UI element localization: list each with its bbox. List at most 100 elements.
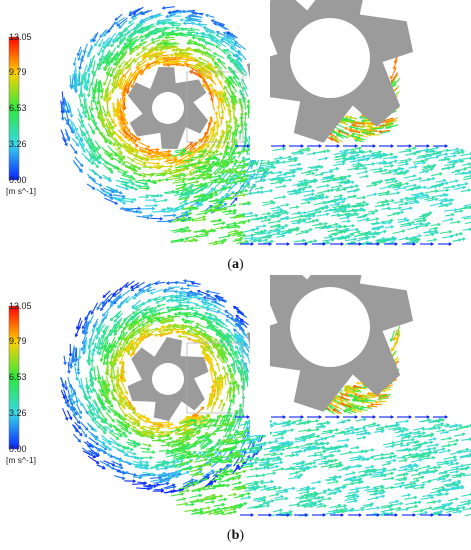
vector-head <box>158 424 162 429</box>
vector-head <box>204 431 209 436</box>
velocity-vector <box>102 174 111 180</box>
vector-head <box>325 195 330 199</box>
velocity-vector <box>227 230 238 234</box>
vector-head <box>447 157 451 162</box>
vector-head <box>198 56 202 61</box>
colorbar-tick-max: 13.05 <box>9 32 32 42</box>
vector-head <box>190 189 194 193</box>
vector-head <box>279 170 283 175</box>
vector-head <box>435 230 440 235</box>
velocity-vector <box>405 240 417 244</box>
vector-head <box>106 40 110 45</box>
vector-head <box>226 178 231 182</box>
velocity-vector <box>351 134 361 139</box>
velocity-vector <box>108 122 115 135</box>
velocity-vector <box>73 57 77 66</box>
vector-head <box>160 38 165 43</box>
velocity-vector <box>194 334 204 342</box>
velocity-vector <box>314 225 327 229</box>
velocity-vector <box>393 58 398 70</box>
vector-head <box>133 197 137 202</box>
vector-head <box>101 118 106 123</box>
velocity-vector <box>141 172 153 177</box>
velocity-vector <box>419 215 428 218</box>
vector-head <box>359 163 363 167</box>
velocity-vector <box>279 156 292 160</box>
velocity-vector <box>426 152 439 156</box>
velocity-vector <box>198 57 210 64</box>
velocity-vector <box>339 149 349 153</box>
velocity-vector <box>378 161 387 165</box>
vector-head <box>403 217 408 221</box>
velocity-vector <box>325 200 337 203</box>
velocity-vector <box>421 213 431 217</box>
vector-head <box>234 159 239 163</box>
vector-head <box>206 144 210 148</box>
velocity-vector <box>233 215 245 219</box>
vector-head <box>365 174 370 179</box>
velocity-vector <box>232 239 242 242</box>
vector-head <box>375 217 380 221</box>
vector-head <box>379 169 384 173</box>
vector-head <box>187 64 192 69</box>
vector-head <box>75 143 80 147</box>
vector-head <box>182 147 187 152</box>
velocity-vector <box>98 38 104 47</box>
vector-head <box>185 236 190 241</box>
velocity-vector <box>229 173 242 178</box>
vector-head <box>118 40 123 44</box>
vector-head <box>298 190 303 195</box>
velocity-vector <box>174 165 187 169</box>
vector-head <box>352 157 357 161</box>
vector-head <box>128 149 132 153</box>
velocity-vector <box>149 476 162 479</box>
velocity-vector <box>80 421 89 431</box>
vector-head <box>122 160 127 165</box>
vector-head <box>295 191 300 195</box>
velocity-vector <box>463 217 471 220</box>
velocity-vector <box>94 420 106 430</box>
velocity-vector <box>197 69 205 76</box>
velocity-vector <box>365 218 379 222</box>
vector-head <box>108 178 113 182</box>
vector-head <box>80 124 84 129</box>
velocity-vector <box>116 46 124 58</box>
vector-head <box>354 144 359 148</box>
velocity-vector <box>329 223 338 227</box>
velocity-vector <box>217 105 221 120</box>
vector-head <box>405 162 410 166</box>
velocity-vector <box>461 157 471 160</box>
vector-head <box>406 218 411 223</box>
velocity-vector <box>186 19 196 22</box>
velocity-vector <box>77 136 85 150</box>
velocity-vector <box>305 209 318 214</box>
vector-head <box>450 198 455 202</box>
velocity-vector <box>290 215 303 220</box>
velocity-vector <box>378 129 391 133</box>
velocity-vector <box>209 91 214 102</box>
vector-head <box>132 11 136 15</box>
velocity-vector <box>285 159 297 163</box>
velocity-vector <box>112 355 117 368</box>
velocity-vector <box>225 390 230 402</box>
velocity-vector <box>397 218 407 221</box>
vector-head <box>448 229 453 234</box>
vector-head <box>190 183 195 188</box>
vector-head <box>85 411 89 415</box>
velocity-vector <box>235 314 246 323</box>
velocity-vector <box>168 286 180 289</box>
velocity-vector <box>335 209 347 212</box>
vector-head <box>89 63 93 68</box>
vector-head <box>400 199 405 204</box>
vector-head <box>318 210 323 214</box>
vector-head <box>170 23 175 28</box>
velocity-vector <box>318 226 330 230</box>
vector-head <box>168 168 172 172</box>
vector-head <box>195 322 200 326</box>
vector-head <box>253 160 258 165</box>
velocity-vector <box>108 138 116 147</box>
vector-head <box>212 120 217 125</box>
velocity-vector <box>216 170 228 174</box>
velocity-vector <box>267 232 280 237</box>
vector-head <box>106 133 110 138</box>
